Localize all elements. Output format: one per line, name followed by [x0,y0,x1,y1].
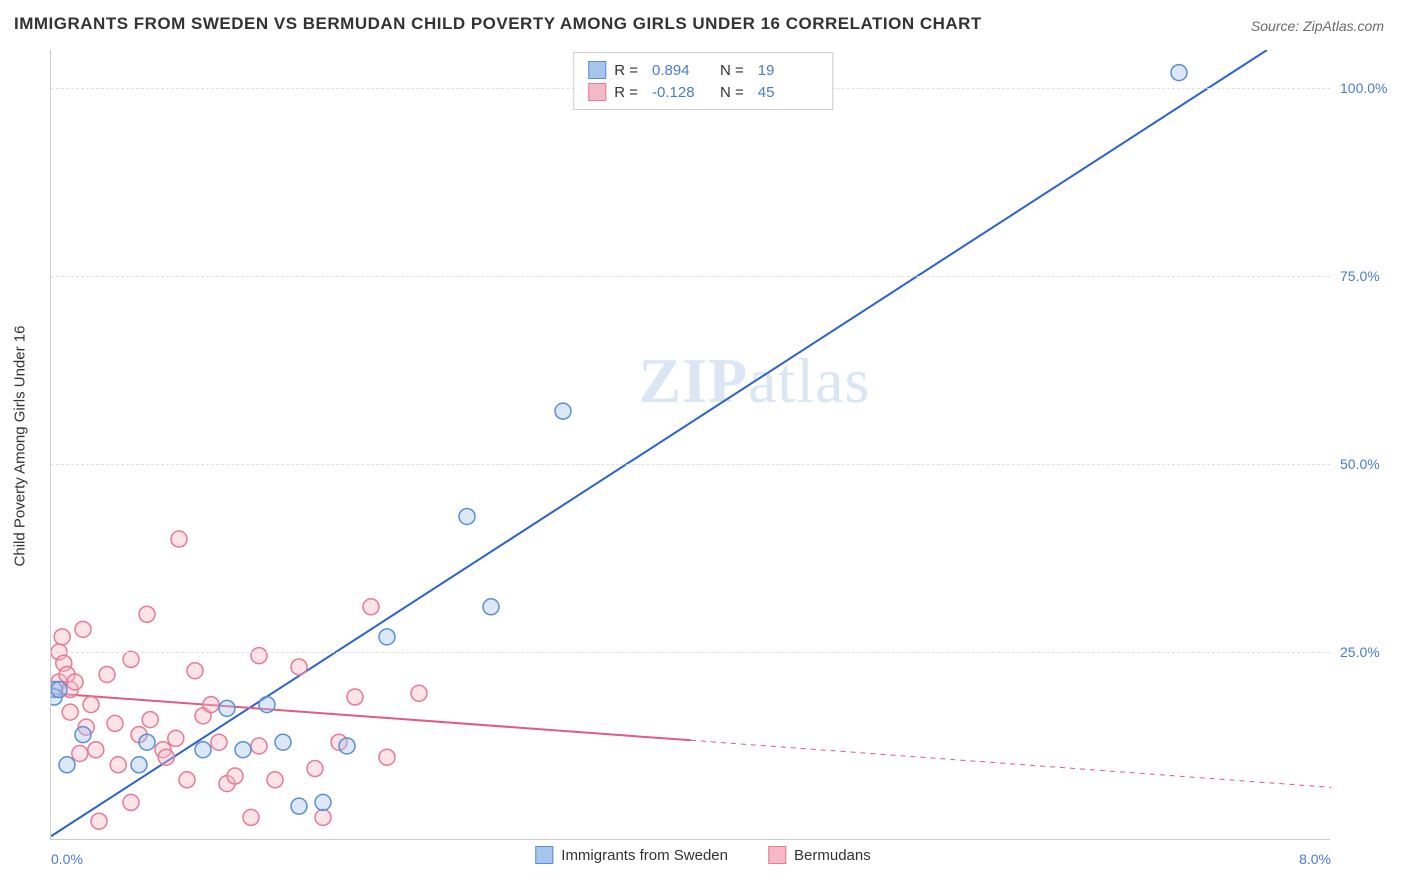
source-link[interactable]: ZipAtlas.com [1303,18,1384,34]
correlation-legend: R = 0.894 N = 19 R = -0.128 N = 45 [573,52,833,110]
swatch-sweden [588,61,606,79]
r-value-sweden: 0.894 [652,62,712,79]
r-value-bermudans: -0.128 [652,84,712,101]
legend-item-sweden: Immigrants from Sweden [535,846,728,864]
n-label: N = [720,84,744,101]
legend-item-bermudans: Bermudans [768,846,871,864]
swatch-bermudans [588,83,606,101]
ytick-label: 50.0% [1340,456,1400,472]
chart-container: IMMIGRANTS FROM SWEDEN VS BERMUDAN CHILD… [0,0,1406,892]
legend-row-bermudans: R = -0.128 N = 45 [588,81,818,103]
xtick-label: 8.0% [1299,851,1331,867]
legend-row-sweden: R = 0.894 N = 19 [588,59,818,81]
plot-area: ZIPatlas 25.0%50.0%75.0%100.0%0.0%8.0% [50,50,1330,840]
chart-title: IMMIGRANTS FROM SWEDEN VS BERMUDAN CHILD… [14,14,982,34]
legend-label-sweden: Immigrants from Sweden [561,847,728,864]
r-label: R = [614,62,638,79]
source-attribution: Source: ZipAtlas.com [1251,18,1384,34]
r-label: R = [614,84,638,101]
swatch-bermudans [768,846,786,864]
ytick-label: 100.0% [1340,80,1400,96]
n-value-bermudans: 45 [758,84,818,101]
source-prefix: Source: [1251,18,1303,34]
xtick-label: 0.0% [51,851,83,867]
ytick-label: 25.0% [1340,644,1400,660]
legend-label-bermudans: Bermudans [794,847,871,864]
n-label: N = [720,62,744,79]
swatch-sweden [535,846,553,864]
scatter-svg [51,50,1331,840]
ytick-label: 75.0% [1340,268,1400,284]
n-value-sweden: 19 [758,62,818,79]
y-axis-label: Child Poverty Among Girls Under 16 [12,326,29,567]
series-legend: Immigrants from Sweden Bermudans [535,846,870,864]
